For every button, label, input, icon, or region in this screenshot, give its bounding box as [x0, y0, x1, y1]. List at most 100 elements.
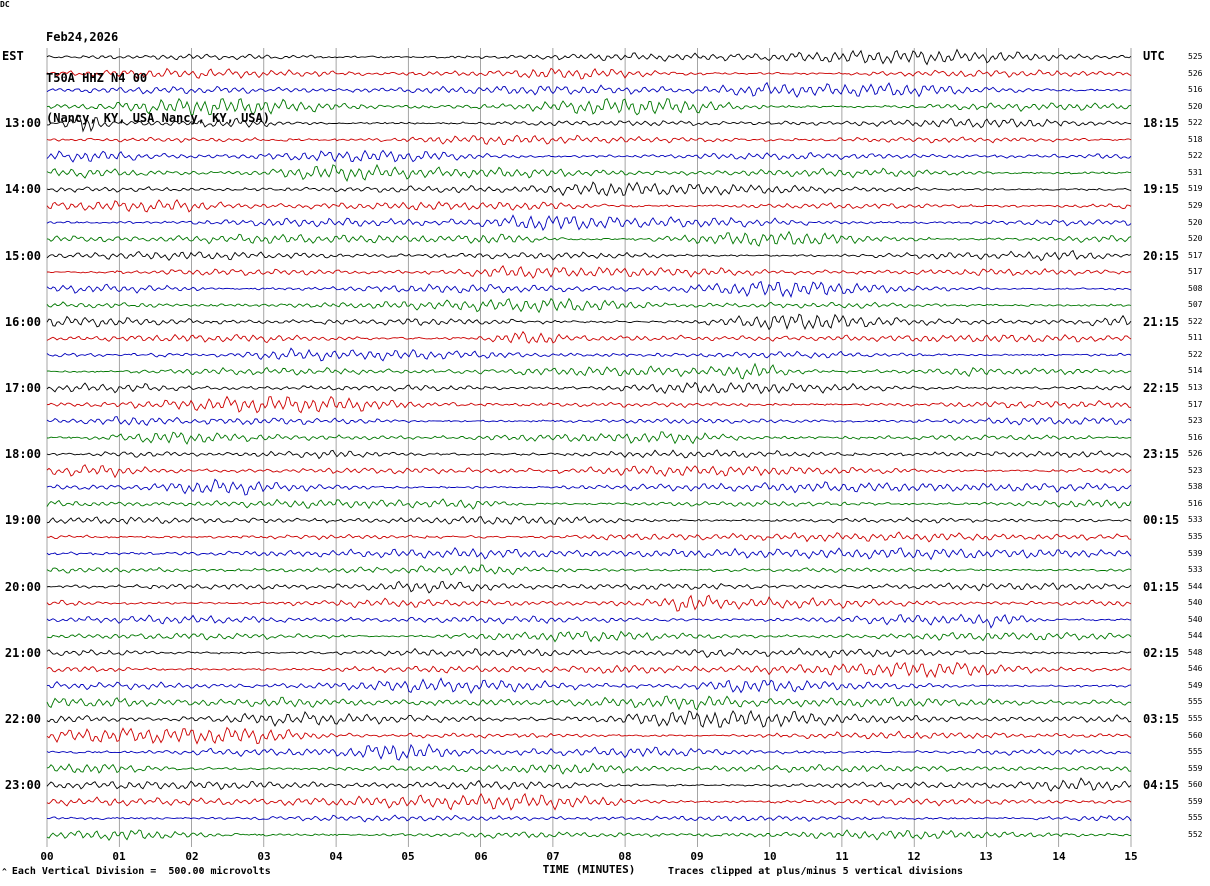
- trace-row-17: [46, 330, 1132, 344]
- trace-row-26: [46, 478, 1132, 496]
- trace-row-2: [46, 81, 1132, 98]
- trace-row-0: [46, 48, 1132, 66]
- est-hour-label: 15:00: [4, 249, 41, 263]
- est-hour-label: 19:00: [4, 513, 41, 527]
- utc-hour-label: 22:15: [1143, 381, 1180, 395]
- x-tick-label: 12: [907, 850, 921, 863]
- dc-value: 559: [1188, 797, 1203, 806]
- dc-value: 544: [1188, 631, 1203, 640]
- trace-row-30: [46, 546, 1132, 561]
- trace-row-7: [46, 163, 1132, 182]
- trace-row-29: [46, 531, 1132, 543]
- trace-row-37: [46, 661, 1132, 679]
- trace-row-40: [46, 709, 1132, 728]
- est-hour-label: 23:00: [4, 778, 41, 792]
- dc-value: 525: [1188, 52, 1203, 61]
- trace-row-5: [46, 134, 1132, 145]
- dc-value: 555: [1188, 747, 1203, 756]
- trace-row-13: [46, 264, 1132, 279]
- trace-row-22: [46, 416, 1132, 426]
- dc-value: 522: [1188, 151, 1203, 160]
- trace-row-41: [46, 726, 1132, 745]
- x-tick-label: 11: [835, 850, 849, 863]
- dc-value: 516: [1188, 433, 1203, 442]
- est-hour-label: 18:00: [4, 447, 41, 461]
- dc-value: 511: [1188, 333, 1203, 342]
- dc-value: 507: [1188, 300, 1203, 309]
- dc-value: 517: [1188, 251, 1203, 260]
- dc-value: 538: [1188, 482, 1203, 491]
- dc-value: 555: [1188, 714, 1203, 723]
- trace-row-45: [46, 792, 1132, 811]
- trace-row-10: [46, 214, 1132, 231]
- dc-value: 535: [1188, 532, 1203, 541]
- trace-row-43: [46, 762, 1132, 775]
- dc-column-title: DC: [0, 0, 10, 9]
- trace-row-11: [46, 230, 1132, 247]
- dc-value: 516: [1188, 499, 1203, 508]
- dc-value: 546: [1188, 664, 1203, 673]
- trace-row-47: [46, 829, 1132, 842]
- utc-hour-label: 01:15: [1143, 580, 1180, 594]
- dc-value: 533: [1188, 515, 1203, 524]
- dc-value: 539: [1188, 549, 1203, 558]
- header-date: Feb24,2026: [46, 30, 119, 44]
- x-axis-title: TIME (MINUTES): [542, 863, 636, 876]
- dc-value: 513: [1188, 383, 1203, 392]
- x-tick-label: 05: [401, 850, 415, 863]
- dc-value: 526: [1188, 449, 1203, 458]
- trace-row-25: [46, 464, 1132, 479]
- trace-row-39: [46, 695, 1132, 711]
- x-tick-label: 13: [979, 850, 993, 863]
- x-tick-label: 01: [112, 850, 126, 863]
- dc-value: 559: [1188, 764, 1203, 773]
- trace-row-31: [46, 564, 1132, 576]
- footer-scale-text: Each Vertical Division = 500.00 microvol…: [11, 866, 271, 877]
- trace-row-15: [46, 297, 1132, 314]
- trace-row-23: [46, 431, 1132, 445]
- utc-hour-label: 21:15: [1143, 315, 1180, 329]
- x-tick-label: 10: [763, 850, 777, 863]
- utc-hour-label: 23:15: [1143, 447, 1180, 461]
- trace-row-24: [46, 449, 1132, 460]
- dc-value: 531: [1188, 168, 1203, 177]
- dc-value: 522: [1188, 317, 1203, 326]
- trace-row-21: [46, 395, 1131, 414]
- x-tick-label: 09: [690, 850, 704, 863]
- trace-row-20: [46, 381, 1132, 395]
- dc-value: 519: [1188, 184, 1203, 193]
- est-hour-label: 16:00: [4, 315, 41, 329]
- dc-value: 523: [1188, 416, 1203, 425]
- trace-row-46: [46, 814, 1132, 823]
- trace-row-42: [46, 743, 1132, 761]
- trace-row-32: [46, 580, 1132, 594]
- dc-value: 540: [1188, 615, 1203, 624]
- right-axis-title-utc: UTC: [1143, 49, 1165, 63]
- x-tick-label: 06: [474, 850, 488, 863]
- est-hour-label: 21:00: [4, 646, 41, 660]
- dc-value: 517: [1188, 400, 1203, 409]
- dc-value: 520: [1188, 218, 1203, 227]
- trace-row-27: [46, 498, 1132, 510]
- dc-value: 516: [1188, 85, 1203, 94]
- est-hour-label: 13:00: [4, 116, 41, 130]
- dc-value: 533: [1188, 565, 1203, 574]
- dc-value: 518: [1188, 135, 1203, 144]
- header-location: (Nancy, KY, USA Nancy, KY, USA): [46, 111, 270, 125]
- trace-row-6: [46, 149, 1132, 163]
- trace-row-16: [46, 313, 1132, 331]
- x-tick-label: 14: [1052, 850, 1066, 863]
- scale-marker-icon: ^: [2, 867, 7, 876]
- trace-row-8: [46, 181, 1132, 197]
- trace-row-4: [47, 114, 1132, 133]
- utc-hour-label: 02:15: [1143, 646, 1180, 660]
- x-tick-label: 00: [40, 850, 54, 863]
- dc-value: 540: [1188, 598, 1203, 607]
- trace-row-14: [46, 280, 1132, 298]
- est-hour-label: 22:00: [4, 712, 41, 726]
- utc-hour-label: 18:15: [1143, 116, 1180, 130]
- trace-row-3: [46, 97, 1132, 116]
- dc-value: 555: [1188, 813, 1203, 822]
- est-hour-label: 20:00: [4, 580, 41, 594]
